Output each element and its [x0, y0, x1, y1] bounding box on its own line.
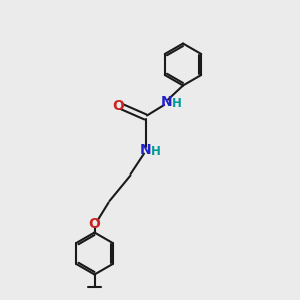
Text: H: H — [151, 145, 161, 158]
Text: N: N — [140, 143, 151, 157]
Text: N: N — [161, 95, 172, 109]
Text: O: O — [112, 99, 124, 112]
Text: O: O — [88, 217, 101, 230]
Text: H: H — [172, 97, 182, 110]
